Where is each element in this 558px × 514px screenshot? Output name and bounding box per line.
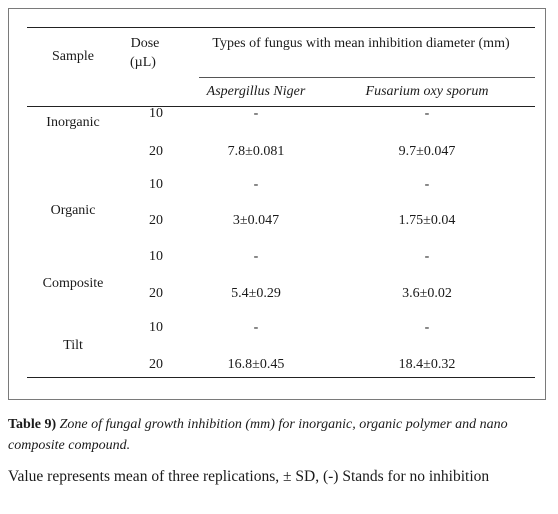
cell-fusarium: 9.7±0.047 <box>398 144 456 159</box>
header-sample: Sample <box>52 49 94 64</box>
header-dose-unit: (µL) <box>130 55 156 70</box>
cell-fusarium: - <box>424 106 430 121</box>
cell-aspergillus: - <box>253 177 259 192</box>
cell-aspergillus: 16.8±0.45 <box>227 357 285 372</box>
cell-fusarium: - <box>424 177 430 192</box>
caption-text: Zone of fungal growth inhibition (mm) fo… <box>8 417 508 453</box>
cell-dose: 20 <box>149 286 163 301</box>
table-caption: Table 9) Zone of fungal growth inhibitio… <box>8 414 553 456</box>
cell-aspergillus: 5.4±0.29 <box>231 286 281 301</box>
cell-fusarium: 18.4±0.32 <box>398 357 456 372</box>
cell-sample: Composite <box>42 276 104 291</box>
cell-aspergillus: - <box>253 320 259 335</box>
cell-sample: Organic <box>50 203 96 218</box>
caption-label: Table 9) <box>8 417 57 432</box>
cell-fusarium: - <box>424 249 430 264</box>
results-table: Sample Dose (µL) Types of fungus with me… <box>8 8 546 400</box>
table-bottom-rule <box>27 377 535 379</box>
cell-dose: 20 <box>149 144 163 159</box>
table-header-divider <box>199 77 535 78</box>
header-dose: Dose <box>130 36 160 51</box>
table-subheader-rule <box>27 106 535 108</box>
cell-dose: 10 <box>149 320 163 335</box>
cell-fusarium: 1.75±0.04 <box>398 213 456 228</box>
cell-dose: 10 <box>149 106 163 121</box>
cell-dose: 10 <box>149 177 163 192</box>
cell-aspergillus: - <box>253 249 259 264</box>
header-aspergillus: Aspergillus Niger <box>206 84 306 99</box>
cell-aspergillus: 3±0.047 <box>232 213 280 228</box>
header-types-of-fungus: Types of fungus with mean inhibition dia… <box>212 36 510 51</box>
cell-dose: 10 <box>149 249 163 264</box>
cell-aspergillus: 7.8±0.081 <box>227 144 285 159</box>
header-fusarium: Fusarium oxy sporum <box>365 84 489 99</box>
cell-fusarium: - <box>424 320 430 335</box>
cell-dose: 20 <box>149 213 163 228</box>
table-top-rule <box>27 27 535 29</box>
cell-dose: 20 <box>149 357 163 372</box>
cell-sample: Inorganic <box>46 115 100 130</box>
cell-sample: Tilt <box>63 338 83 353</box>
table-note: Value represents mean of three replicati… <box>8 468 490 485</box>
cell-aspergillus: - <box>253 106 259 121</box>
cell-fusarium: 3.6±0.02 <box>402 286 452 301</box>
